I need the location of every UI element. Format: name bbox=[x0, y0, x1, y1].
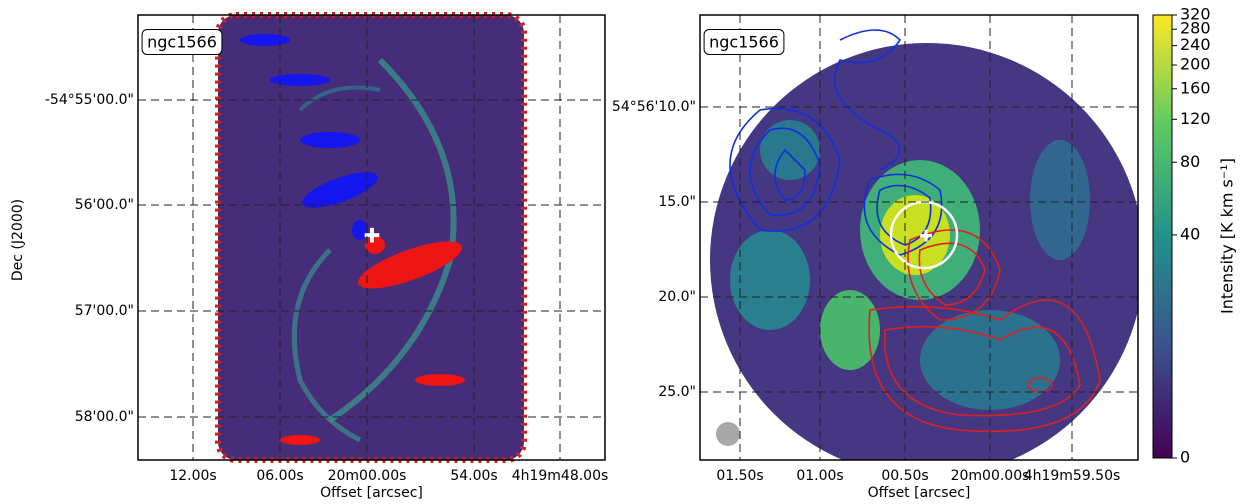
y-axis-label: Dec (J2000) bbox=[10, 199, 26, 281]
colorbar-tick-label: 160 bbox=[1180, 78, 1211, 97]
y-tick-label: -54°55'00.0" bbox=[45, 92, 134, 108]
colorbar-tick-label: 320 bbox=[1180, 5, 1211, 24]
colorbar-label: Intensity [K km s⁻¹] bbox=[1218, 158, 1237, 314]
x-tick-label: 4h19m48.00s bbox=[512, 468, 609, 484]
x-tick-label: 20m00.00s bbox=[951, 468, 1030, 484]
panel-label: ngc1566 bbox=[709, 33, 779, 52]
colorbar-tick-label: 200 bbox=[1180, 55, 1211, 74]
right-image: ✚ bbox=[700, 30, 1140, 480]
y-tick-label: 20.0" bbox=[658, 289, 696, 305]
colorbar-tick-label: 40 bbox=[1180, 224, 1200, 243]
y-tick-label: 15.0" bbox=[658, 194, 696, 210]
colorbar-tick-label: 0 bbox=[1180, 448, 1190, 467]
y-tick-label: 57'00.0" bbox=[75, 303, 134, 319]
y-tick-label: 58'00.0" bbox=[75, 409, 134, 425]
panel-label: ngc1566 bbox=[147, 33, 217, 52]
x-axis-label: Offset [arcsec] bbox=[868, 485, 971, 500]
x-axis-label: Offset [arcsec] bbox=[320, 485, 423, 500]
svg-text:✚: ✚ bbox=[919, 227, 932, 246]
svg-text:✚: ✚ bbox=[364, 224, 381, 248]
x-tick-label: 06.00s bbox=[256, 468, 303, 484]
figure: ✚ ✚ In bbox=[0, 0, 1245, 500]
colorbar-tick-label: 80 bbox=[1180, 152, 1200, 171]
x-tick-label: 54.00s bbox=[450, 468, 497, 484]
x-tick-label: 4h19m59.50s bbox=[1024, 468, 1121, 484]
x-tick-label: 01.50s bbox=[716, 468, 763, 484]
x-tick-label: 12.00s bbox=[169, 468, 216, 484]
y-tick-label: 25.0" bbox=[658, 384, 696, 400]
x-tick-label: 01.00s bbox=[796, 468, 843, 484]
colorbar bbox=[1153, 15, 1172, 458]
x-tick-label: 00.50s bbox=[881, 468, 928, 484]
x-tick-label: 20m00.00s bbox=[328, 468, 407, 484]
y-tick-label: 56'00.0" bbox=[75, 197, 134, 213]
left-image: ✚ bbox=[218, 15, 524, 460]
colorbar-tick-label: 240 bbox=[1180, 35, 1211, 54]
y-tick-label: 54°56'10.0" bbox=[612, 99, 696, 115]
colorbar-tick-label: 120 bbox=[1180, 109, 1211, 128]
